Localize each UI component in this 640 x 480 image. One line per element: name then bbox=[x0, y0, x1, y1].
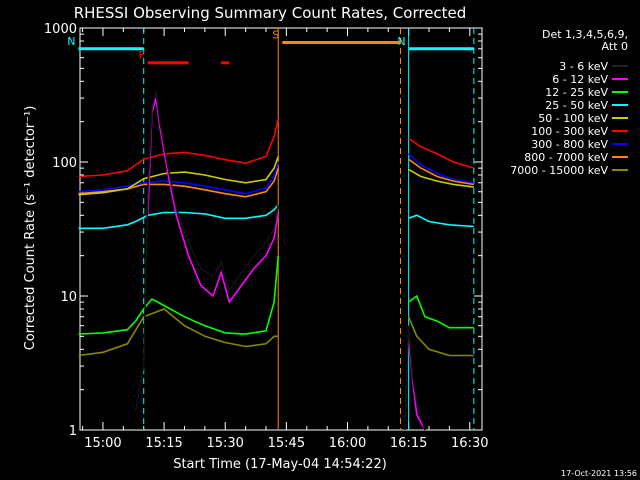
footer-date: 17-Oct-2021 13:56 bbox=[561, 469, 637, 478]
series-line bbox=[78, 118, 475, 178]
legend-header-line: Det 1,3,4,5,6,9, bbox=[542, 28, 628, 41]
series-line bbox=[78, 153, 474, 195]
legend-header-line: Att 0 bbox=[602, 40, 628, 53]
legend-entry-label: 7000 - 15000 keV bbox=[510, 164, 608, 177]
x-tick-label: 16:15 bbox=[390, 436, 427, 451]
series-line bbox=[136, 91, 474, 430]
legend-entry-label: 6 - 12 keV bbox=[552, 73, 608, 86]
x-tick-label: 15:30 bbox=[206, 436, 243, 451]
state-flag-label: S bbox=[272, 28, 279, 41]
y-tick-label: 10 bbox=[60, 290, 77, 305]
series-line bbox=[78, 158, 474, 198]
plot-area: 1 10 100 1000 15:00 15:15 15:30 15:45 16:00 16:15… bbox=[44, 22, 489, 451]
series-line bbox=[78, 156, 474, 196]
y-tick-label: 100 bbox=[52, 156, 77, 171]
state-flag-label: F bbox=[138, 49, 144, 62]
state-flag-label: N bbox=[397, 35, 405, 48]
x-tick-label: 16:30 bbox=[451, 436, 488, 451]
legend-entry-label: 25 - 50 keV bbox=[545, 99, 608, 112]
series-line bbox=[78, 255, 474, 335]
series-line bbox=[78, 204, 474, 230]
y-tick-label: 1 bbox=[69, 424, 77, 439]
x-tick-label: 15:00 bbox=[84, 436, 121, 451]
x-axis-label: Start Time (17-May-04 14:54:22) bbox=[173, 457, 387, 472]
x-tick-label: 15:45 bbox=[268, 436, 305, 451]
chart-title: RHESSI Observing Summary Count Rates, Co… bbox=[74, 4, 467, 22]
state-flag-label: N bbox=[67, 35, 75, 48]
legend-entry-label: 100 - 300 keV bbox=[531, 125, 608, 138]
legend-entry-label: 12 - 25 keV bbox=[545, 86, 608, 99]
x-tick-label: 15:15 bbox=[145, 436, 182, 451]
legend-entry-label: 300 - 800 keV bbox=[531, 138, 608, 151]
legend-entry-label: 50 - 100 keV bbox=[538, 112, 608, 125]
series-line bbox=[78, 308, 474, 357]
legend-entry-label: 800 - 7000 keV bbox=[524, 151, 608, 164]
plot-frame bbox=[79, 27, 483, 431]
y-axis-label: Corrected Count Rate (s⁻¹ detector⁻¹) bbox=[23, 106, 38, 351]
x-tick-label: 16:00 bbox=[329, 436, 366, 451]
y-tick-label: 1000 bbox=[44, 22, 77, 37]
legend-entry-label: 3 - 6 keV bbox=[559, 60, 608, 73]
